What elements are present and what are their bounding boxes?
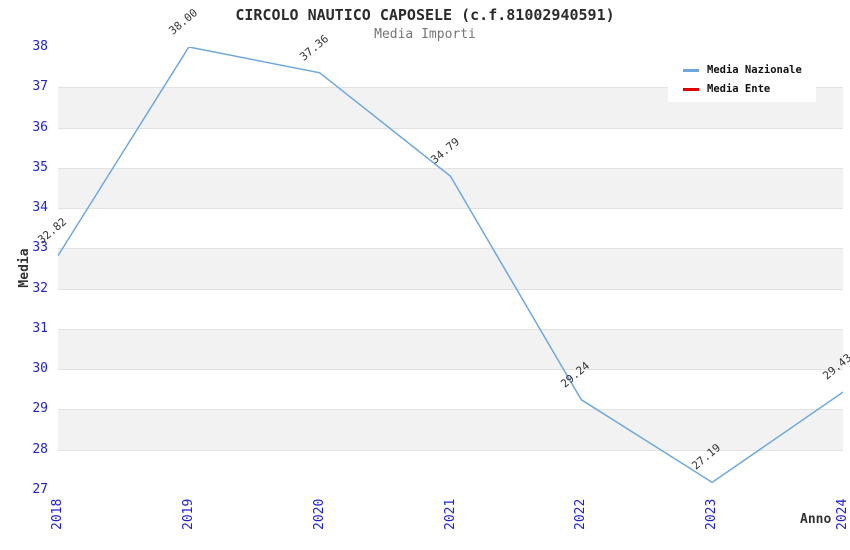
y-tick-label: 36 <box>32 119 48 135</box>
plot-band <box>58 167 843 209</box>
y-tick-label: 33 <box>32 240 48 256</box>
y-tick-label: 29 <box>32 401 48 417</box>
plot-band <box>58 127 843 168</box>
y-tick-label: 30 <box>32 361 48 377</box>
series-lines <box>58 47 843 484</box>
plot-band <box>58 328 843 370</box>
x-tick-label: 2019 <box>180 498 196 530</box>
media-ente-line-swatch <box>683 87 699 91</box>
x-tick-label: 2023 <box>704 498 720 530</box>
y-tick-label: 38 <box>32 39 48 54</box>
plot-band <box>58 288 843 329</box>
x-tick-label: 2020 <box>311 498 327 530</box>
x-tick-label: 2021 <box>442 498 458 530</box>
legend: Media Nazionale Media Ente <box>668 56 816 102</box>
legend-item-media-ente: Media Ente <box>668 80 770 98</box>
plot-band <box>58 248 843 289</box>
gridline <box>58 409 843 411</box>
gridline <box>58 369 843 371</box>
plot-area <box>58 47 843 490</box>
gridline <box>58 288 843 290</box>
chart-subtitle: Media Importi <box>374 27 476 42</box>
media-nazionale-line-swatch <box>683 68 699 72</box>
legend-label: Media Ente <box>707 83 771 95</box>
plot-band <box>58 409 843 450</box>
legend-label: Media Nazionale <box>707 64 802 76</box>
plot-band <box>58 208 843 249</box>
y-tick-label: 28 <box>32 441 48 457</box>
y-tick-label: 34 <box>32 200 48 216</box>
gridline <box>58 208 843 210</box>
gridline <box>58 248 843 250</box>
x-axis-title: Anno <box>800 512 832 527</box>
legend-item-media-nazionale: Media Nazionale <box>668 61 802 79</box>
plot-band <box>58 449 843 490</box>
gridline <box>58 127 843 129</box>
plot-band <box>58 369 843 410</box>
y-tick-label: 27 <box>32 482 48 497</box>
x-tick-label: 2024 <box>835 498 850 530</box>
gridline <box>58 328 843 330</box>
series-line-media-nazionale <box>58 47 843 484</box>
chart-title: CIRCOLO NAUTICO CAPOSELE (c.f.8100294059… <box>235 6 615 24</box>
y-tick-label: 32 <box>32 280 48 296</box>
x-tick-label: 2022 <box>573 498 589 530</box>
gridline <box>58 167 843 169</box>
x-tick-label: 2018 <box>50 498 65 530</box>
y-tick-label: 31 <box>32 320 48 336</box>
gridline <box>58 449 843 451</box>
gridline <box>58 87 843 89</box>
y-tick-label: 35 <box>32 159 48 175</box>
y-tick-label: 37 <box>32 79 48 95</box>
